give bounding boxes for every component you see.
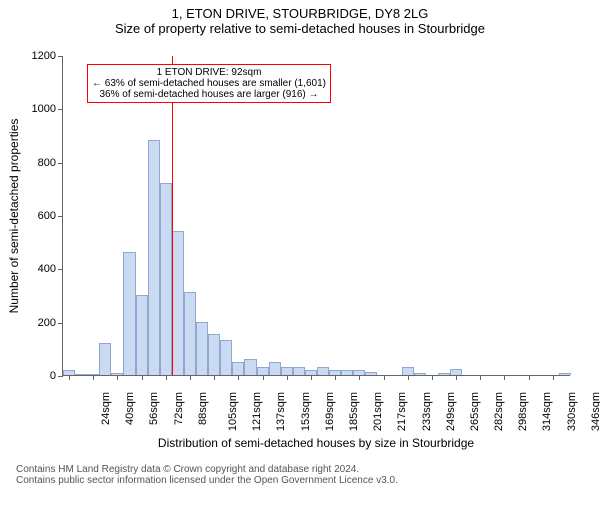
ytick-mark [58,216,63,217]
footer-line1: Contains HM Land Registry data © Crown c… [16,464,398,475]
histogram-bar [317,367,329,375]
ytick-mark [58,376,63,377]
callout-box: 1 ETON DRIVE: 92sqm← 63% of semi-detache… [87,64,331,103]
histogram-bar [232,362,244,375]
xtick-label: 201sqm [372,392,384,431]
reference-line [172,56,173,375]
xtick-mark [214,375,215,380]
xtick-mark [166,375,167,380]
xtick-label: 298sqm [517,392,529,431]
xtick-label: 217sqm [396,392,408,431]
xtick-mark [359,375,360,380]
xtick-mark [408,375,409,380]
xtick-label: 346sqm [590,392,600,431]
chart-container: 1, ETON DRIVE, STOURBRIDGE, DY8 2LG Size… [0,6,600,506]
callout-line: 1 ETON DRIVE: 92sqm [92,67,326,78]
xtick-mark [311,375,312,380]
xtick-mark [142,375,143,380]
ytick-mark [58,163,63,164]
xtick-mark [529,375,530,380]
histogram-bar [341,370,353,375]
ytick-label: 200 [16,317,56,329]
xtick-mark [456,375,457,380]
xtick-mark [335,375,336,380]
xtick-mark [117,375,118,380]
histogram-bar [244,359,256,375]
footer-line2: Contains public sector information licen… [16,475,398,486]
xtick-label: 282sqm [493,392,505,431]
xtick-label: 314sqm [542,392,554,431]
xtick-label: 137sqm [276,392,288,431]
xtick-mark [504,375,505,380]
histogram-bar [136,295,148,375]
xtick-mark [93,375,94,380]
xtick-label: 40sqm [124,392,136,425]
xtick-label: 330sqm [566,392,578,431]
xtick-mark [384,375,385,380]
histogram-bar [438,373,450,375]
xtick-label: 153sqm [300,392,312,431]
histogram-bar [559,373,571,375]
histogram-bar [365,372,377,375]
ytick-label: 400 [16,263,56,275]
ytick-label: 1000 [16,103,56,115]
xtick-mark [238,375,239,380]
chart-subtitle: Size of property relative to semi-detach… [0,21,600,36]
histogram-bar [184,292,196,375]
histogram-bar [293,367,305,375]
ytick-label: 800 [16,157,56,169]
histogram-bar [160,183,172,375]
histogram-bar [196,322,208,375]
histogram-bar [414,373,426,375]
histogram-bar [208,334,220,375]
callout-line: 36% of semi-detached houses are larger (… [92,89,326,100]
xtick-label: 233sqm [421,392,433,431]
xtick-mark [553,375,554,380]
ytick-mark [58,109,63,110]
ytick-mark [58,269,63,270]
histogram-bar [99,343,111,375]
xtick-label: 56sqm [148,392,160,425]
xtick-label: 265sqm [469,392,481,431]
xtick-label: 72sqm [173,392,185,425]
xtick-label: 105sqm [227,392,239,431]
xtick-mark [432,375,433,380]
xtick-label: 88sqm [197,392,209,425]
ytick-label: 0 [16,370,56,382]
ytick-mark [58,323,63,324]
histogram-bar [220,340,232,375]
plot-area: 02004006008001000120024sqm40sqm56sqm72sq… [62,56,570,376]
histogram-bar [172,231,184,375]
histogram-bar [148,140,160,375]
ytick-mark [58,56,63,57]
histogram-bar [257,367,269,375]
callout-line: ← 63% of semi-detached houses are smalle… [92,78,326,89]
histogram-bar [269,362,281,375]
xtick-label: 169sqm [324,392,336,431]
ytick-label: 600 [16,210,56,222]
xtick-mark [480,375,481,380]
xtick-label: 185sqm [348,392,360,431]
histogram-bar [281,367,293,375]
xtick-mark [69,375,70,380]
ytick-label: 1200 [16,50,56,62]
xtick-mark [190,375,191,380]
xtick-mark [287,375,288,380]
footer-attribution: Contains HM Land Registry data © Crown c… [16,464,398,486]
histogram-bar [402,367,414,375]
xtick-label: 249sqm [445,392,457,431]
xtick-mark [263,375,264,380]
histogram-bar [75,374,87,375]
histogram-bar [123,252,135,375]
chart-title: 1, ETON DRIVE, STOURBRIDGE, DY8 2LG [0,6,600,21]
xtick-label: 121sqm [251,392,263,431]
xaxis-title: Distribution of semi-detached houses by … [62,436,570,450]
xtick-label: 24sqm [100,392,112,425]
